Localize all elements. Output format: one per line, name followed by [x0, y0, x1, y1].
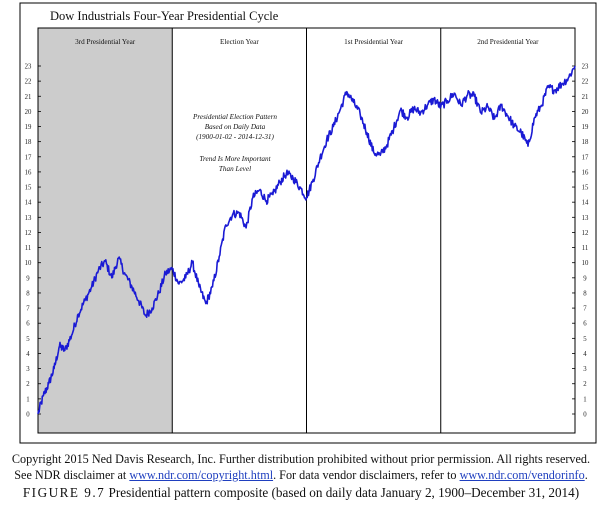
section-label: 3rd Presidential Year	[75, 38, 136, 46]
y-tick-label-right: 9	[583, 275, 587, 282]
series-line-dow	[37, 65, 576, 415]
y-tick-label-right: 14	[582, 200, 589, 207]
y-tick-label-right: 19	[582, 124, 589, 131]
y-tick-label-left: 3	[26, 366, 30, 373]
y-tick-label-left: 0	[26, 412, 30, 419]
y-tick-label-left: 14	[25, 200, 32, 207]
y-tick-label-left: 6	[26, 321, 30, 328]
chart-title: Dow Industrials Four-Year Presidential C…	[50, 9, 279, 23]
y-tick-label-left: 15	[25, 185, 32, 192]
y-tick-label-left: 23	[25, 64, 32, 71]
y-tick-label-left: 4	[26, 351, 30, 358]
y-tick-label-right: 13	[582, 215, 589, 222]
y-tick-label-left: 7	[26, 306, 30, 313]
y-tick-label-left: 8	[26, 290, 30, 297]
y-tick-label-left: 22	[25, 79, 32, 86]
y-tick-label-left: 11	[25, 245, 32, 252]
y-tick-label-left: 18	[25, 139, 32, 146]
y-tick-label-left: 10	[25, 260, 32, 267]
y-tick-label-left: 20	[25, 109, 32, 116]
copyright-link[interactable]: www.ndr.com/copyright.html	[129, 468, 274, 482]
annotation-line-5: Than Level	[219, 165, 251, 173]
y-tick-label-left: 2	[26, 381, 30, 388]
annotation-line-2: Based on Daily Data	[205, 123, 266, 131]
y-tick-label-left: 1	[26, 396, 29, 403]
y-tick-label-right: 15	[582, 185, 589, 192]
y-tick-label-left: 12	[25, 230, 32, 237]
annotation-line-4: Trend Is More Important	[199, 155, 271, 163]
copyright-line: Copyright 2015 Ned Davis Research, Inc. …	[11, 452, 591, 466]
y-tick-label-left: 16	[25, 169, 32, 176]
y-tick-label-left: 21	[25, 94, 32, 101]
y-tick-label-right: 5	[583, 336, 587, 343]
y-tick-label-right: 21	[582, 94, 589, 101]
y-tick-label-right: 1	[583, 396, 586, 403]
disclaimer-text-2: . For data vendor disclaimers, refer to	[273, 468, 460, 482]
y-tick-label-left: 13	[25, 215, 32, 222]
y-tick-label-right: 22	[582, 79, 589, 86]
y-tick-label-left: 19	[25, 124, 32, 131]
y-tick-label-right: 20	[582, 109, 589, 116]
y-tick-label-left: 5	[26, 336, 30, 343]
figure-caption: FIGURE 9.7 Presidential pattern composit…	[0, 485, 602, 501]
y-tick-label-right: 17	[582, 154, 589, 161]
vendorinfo-link[interactable]: www.ndr.com/vendorinfo	[459, 468, 585, 482]
y-tick-label-right: 8	[583, 290, 587, 297]
disclaimer-line: See NDR disclaimer at www.ndr.com/copyri…	[0, 468, 602, 483]
section-label: Election Year	[220, 38, 259, 46]
y-tick-label-right: 6	[583, 321, 587, 328]
y-tick-label-right: 10	[582, 260, 589, 267]
y-tick-label-right: 23	[582, 64, 589, 71]
annotation-line-3: (1900-01-02 - 2014-12-31)	[196, 133, 274, 141]
figure-text: Presidential pattern composite (based on…	[105, 485, 580, 500]
y-tick-label-left: 17	[25, 154, 32, 161]
figure-label: FIGURE 9.7	[22, 485, 106, 500]
annotation-line-1: Presidential Election Pattern	[192, 113, 277, 121]
y-tick-label-right: 4	[583, 351, 587, 358]
disclaimer-text-1: See NDR disclaimer at	[14, 468, 130, 482]
section-label: 2nd Presidential Year	[477, 38, 539, 46]
y-tick-label-right: 0	[583, 412, 587, 419]
y-tick-label-right: 18	[582, 139, 589, 146]
section-label: 1st Presidential Year	[344, 38, 403, 46]
y-tick-label-right: 3	[583, 366, 587, 373]
y-tick-label-right: 2	[583, 381, 587, 388]
chart: Dow Industrials Four-Year Presidential C…	[19, 2, 597, 444]
y-tick-label-left: 9	[26, 275, 30, 282]
y-tick-label-right: 12	[582, 230, 589, 237]
disclaimer-text-3: .	[584, 468, 588, 482]
y-tick-label-right: 11	[582, 245, 589, 252]
y-tick-label-right: 7	[583, 306, 587, 313]
y-tick-label-right: 16	[582, 169, 589, 176]
section-shade-3rd-year	[38, 28, 173, 433]
